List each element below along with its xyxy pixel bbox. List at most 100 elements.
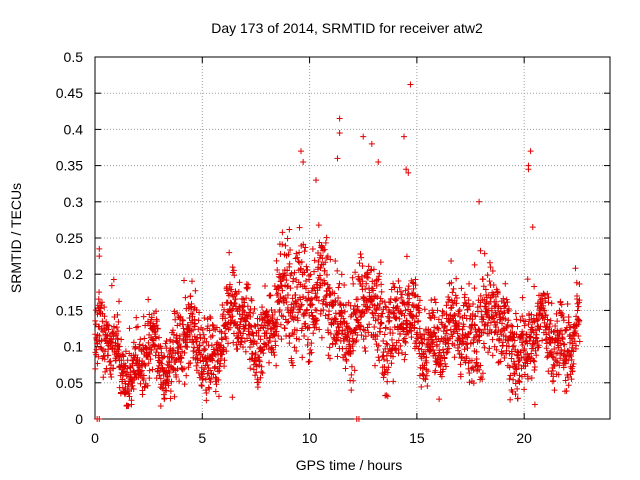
data-point bbox=[126, 363, 133, 370]
data-point bbox=[432, 367, 439, 374]
data-point bbox=[441, 323, 448, 330]
data-point bbox=[229, 264, 236, 271]
data-point bbox=[564, 301, 571, 308]
data-point bbox=[177, 359, 184, 366]
data-point bbox=[375, 354, 382, 361]
data-point bbox=[405, 169, 412, 176]
data-point bbox=[349, 330, 356, 337]
data-point bbox=[572, 328, 579, 335]
data-point bbox=[354, 296, 361, 303]
data-point bbox=[489, 352, 496, 359]
data-point bbox=[232, 318, 239, 325]
data-point bbox=[383, 392, 390, 399]
data-point bbox=[218, 328, 225, 335]
data-point bbox=[124, 357, 131, 364]
data-point bbox=[305, 289, 312, 296]
data-point bbox=[405, 283, 412, 290]
data-point bbox=[108, 336, 115, 343]
data-point bbox=[145, 296, 152, 303]
data-point bbox=[520, 334, 527, 341]
data-point bbox=[430, 339, 437, 346]
data-point bbox=[97, 305, 104, 312]
data-point bbox=[501, 354, 508, 361]
data-point bbox=[560, 341, 567, 348]
data-point bbox=[529, 224, 536, 231]
data-point bbox=[296, 336, 303, 343]
data-point bbox=[146, 367, 153, 374]
data-point bbox=[154, 325, 161, 332]
data-point bbox=[454, 323, 461, 330]
data-point bbox=[560, 364, 567, 371]
data-point bbox=[574, 316, 581, 323]
data-point bbox=[500, 295, 507, 302]
data-point bbox=[263, 342, 270, 349]
data-point bbox=[486, 345, 493, 352]
data-point bbox=[225, 340, 232, 347]
data-point bbox=[403, 166, 410, 173]
data-point bbox=[346, 349, 353, 356]
data-point bbox=[375, 158, 382, 165]
data-point bbox=[209, 357, 216, 364]
data-point bbox=[534, 338, 541, 345]
data-point bbox=[187, 293, 194, 300]
data-point bbox=[477, 362, 484, 369]
data-point bbox=[309, 245, 316, 252]
data-point bbox=[364, 324, 371, 331]
data-point bbox=[438, 352, 445, 359]
data-point bbox=[482, 286, 489, 293]
data-point bbox=[535, 316, 542, 323]
data-point bbox=[96, 245, 103, 252]
data-point bbox=[181, 365, 188, 372]
data-point bbox=[308, 309, 315, 316]
data-point bbox=[189, 313, 196, 320]
data-point bbox=[413, 338, 420, 345]
data-point bbox=[395, 326, 402, 333]
data-point bbox=[181, 349, 188, 356]
data-point bbox=[313, 317, 320, 324]
data-point bbox=[410, 285, 417, 292]
data-point bbox=[324, 281, 331, 288]
data-point bbox=[376, 357, 383, 364]
data-point bbox=[122, 362, 129, 369]
data-point bbox=[207, 376, 214, 383]
data-point bbox=[181, 381, 188, 388]
data-point bbox=[327, 330, 334, 337]
data-point bbox=[492, 324, 499, 331]
data-point bbox=[456, 341, 463, 348]
data-point bbox=[507, 372, 514, 379]
data-point bbox=[369, 309, 376, 316]
data-point bbox=[304, 266, 311, 273]
data-point bbox=[511, 337, 518, 344]
data-point bbox=[226, 249, 233, 256]
data-point bbox=[463, 333, 470, 340]
data-point bbox=[513, 366, 520, 373]
data-point bbox=[147, 356, 154, 363]
data-point bbox=[139, 358, 146, 365]
data-point bbox=[320, 306, 327, 313]
data-point bbox=[483, 300, 490, 307]
data-point bbox=[192, 287, 199, 294]
data-point bbox=[199, 375, 206, 382]
data-point bbox=[114, 311, 121, 318]
data-point bbox=[260, 350, 267, 357]
data-point bbox=[565, 319, 572, 326]
data-point bbox=[550, 377, 557, 384]
data-point bbox=[446, 296, 453, 303]
data-point bbox=[101, 304, 108, 311]
data-point bbox=[279, 287, 286, 294]
data-point bbox=[142, 362, 149, 369]
data-point bbox=[230, 339, 237, 346]
data-point bbox=[562, 377, 569, 384]
data-point bbox=[302, 244, 309, 251]
data-point bbox=[505, 317, 512, 324]
data-point bbox=[149, 366, 156, 373]
data-point bbox=[502, 280, 509, 287]
data-point bbox=[405, 286, 412, 293]
data-point bbox=[271, 282, 278, 289]
data-point bbox=[165, 382, 172, 389]
data-point bbox=[321, 267, 328, 274]
data-point bbox=[177, 344, 184, 351]
data-point bbox=[173, 332, 180, 339]
data-point bbox=[303, 285, 310, 292]
data-point bbox=[177, 313, 184, 320]
